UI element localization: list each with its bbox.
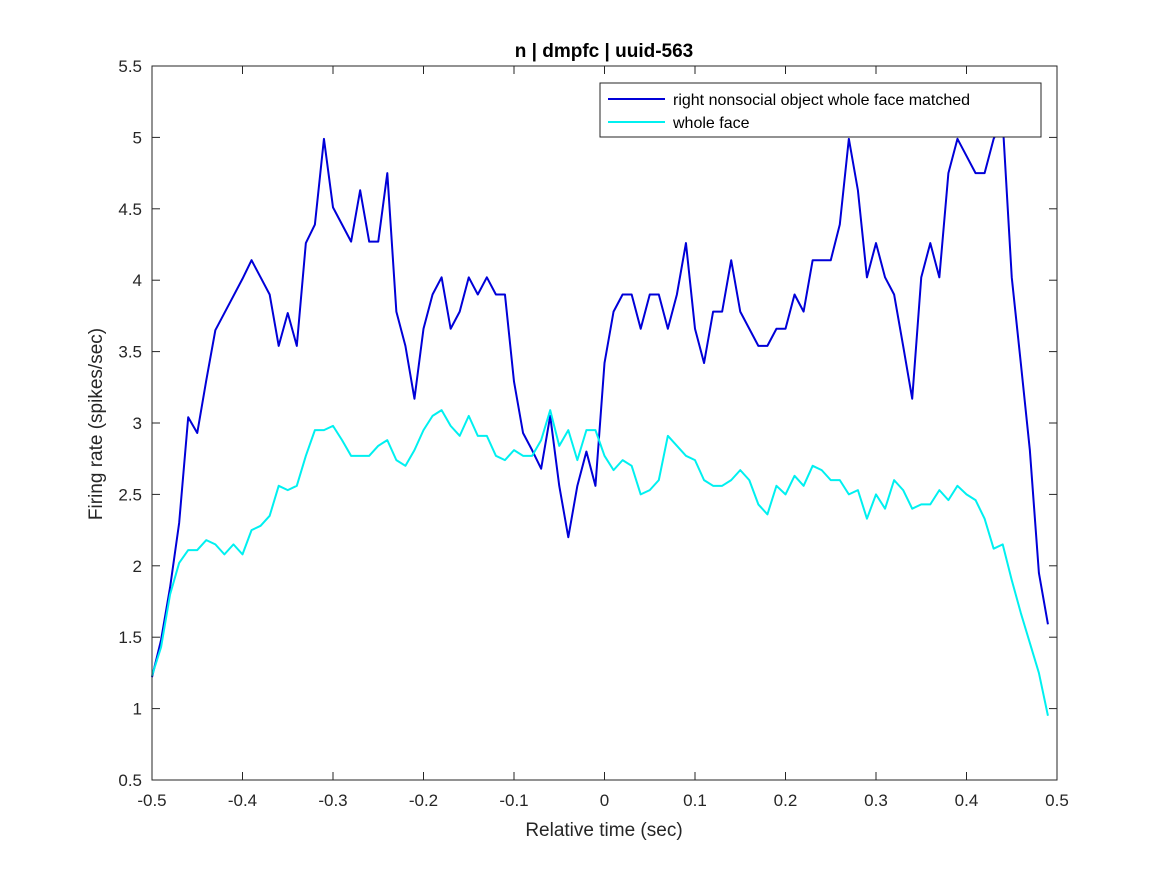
- series-line-1: [151, 409, 1049, 716]
- y-tick-label: 2: [133, 557, 142, 576]
- x-axis: -0.5 -0.4 -0.3 -0.2 -0.1 0 0.1 0.2 0.3 0.4 0.5: [137, 66, 1069, 810]
- legend: right nonsocial object whole face matche…: [599, 82, 1042, 138]
- y-axis-label: Firing rate (spikes/sec): [86, 328, 107, 520]
- x-tick-label: -0.3: [318, 791, 347, 810]
- y-tick-label: 4.5: [118, 200, 142, 219]
- x-tick-label: -0.4: [228, 791, 257, 810]
- y-tick-label: 2.5: [118, 485, 142, 504]
- x-tick-label: 0.5: [1045, 791, 1069, 810]
- y-tick-label: 3: [133, 414, 142, 433]
- y-tick-label: 1: [133, 700, 142, 719]
- y-tick-label: 1.5: [118, 628, 142, 647]
- series-layer: [151, 120, 1049, 716]
- legend-label-series-0: right nonsocial object whole face matche…: [673, 92, 970, 109]
- x-axis-label: Relative time (sec): [525, 820, 682, 841]
- x-tick-label: -0.2: [409, 791, 438, 810]
- y-tick-label: 5: [133, 128, 142, 147]
- y-tick-label: 3.5: [118, 343, 142, 362]
- x-tick-label: -0.1: [499, 791, 528, 810]
- plot-frame: [151, 65, 1058, 781]
- x-tick-label: -0.5: [137, 791, 166, 810]
- x-tick-label: 0.1: [683, 791, 707, 810]
- y-tick-label: 4: [133, 271, 142, 290]
- x-tick-label: 0: [600, 791, 609, 810]
- y-axis: 0.5 1 1.5 2 2.5 3 3.5 4 4.5 5 5.5: [118, 57, 1057, 790]
- legend-label-series-1: whole face: [672, 115, 750, 132]
- legend-box: [599, 82, 1042, 138]
- x-tick-label: 0.4: [955, 791, 979, 810]
- y-tick-label: 5.5: [118, 57, 142, 76]
- series-line-0: [151, 120, 1049, 678]
- y-tick-label: 0.5: [118, 771, 142, 790]
- x-tick-label: 0.3: [864, 791, 888, 810]
- x-tick-label: 0.2: [774, 791, 798, 810]
- chart-title: n | dmpfc | uuid-563: [515, 41, 693, 62]
